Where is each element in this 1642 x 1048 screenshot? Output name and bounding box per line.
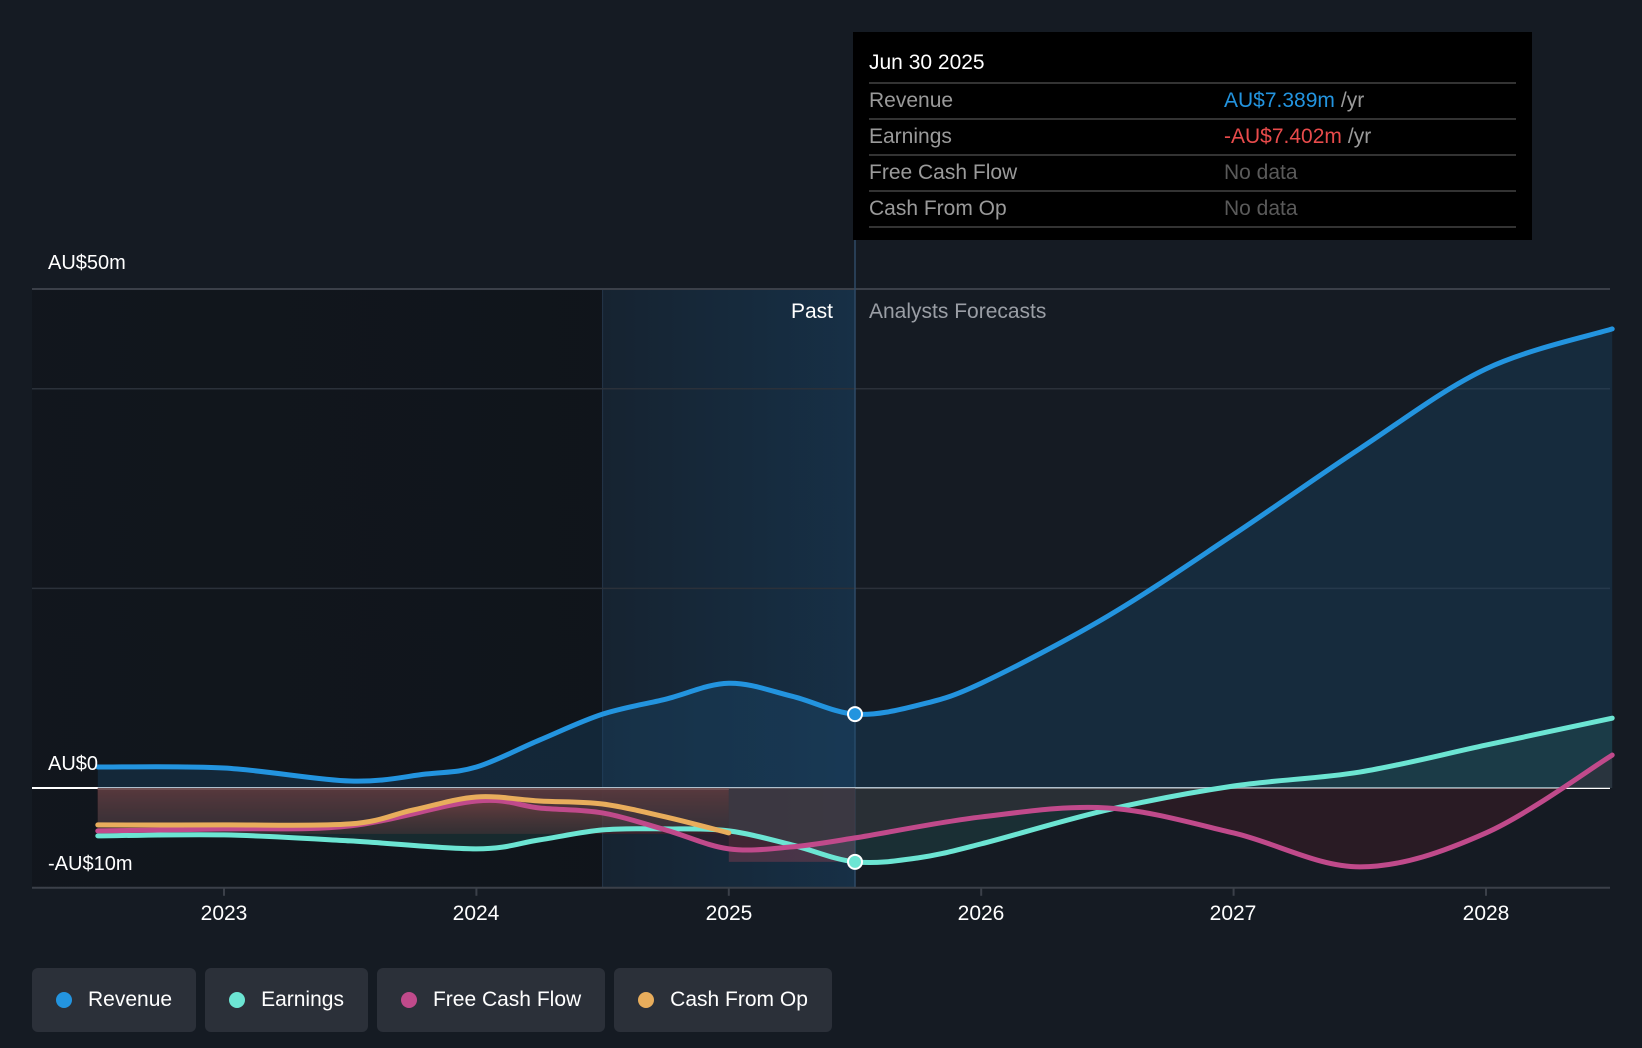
revenue-hover-marker [847,706,863,723]
legend-item-revenue[interactable]: Revenue [32,968,197,1032]
tooltip-row-earnings: Earnings -AU$7.402m /yr [869,120,1516,156]
x-tick-label-2028: 2028 [1462,902,1510,925]
tooltip-label: Earnings [869,125,952,148]
free-cash-flow-dot-icon [400,992,417,1008]
series-lines [95,326,1615,870]
earnings-line [95,715,1615,866]
earnings-dot-icon [229,992,246,1008]
legend-item-cash-from-op[interactable]: Cash From Op [614,968,832,1032]
tooltip-row-cash-from-op: Cash From Op No data [869,192,1516,228]
earnings-hover-marker [847,853,863,870]
x-tick-label-2023: 2023 [200,902,248,925]
tooltip-row-revenue: Revenue AU$7.389m /yr [869,84,1516,120]
revenue-dot-icon [56,992,72,1008]
tooltip-unit: /yr [1347,125,1372,148]
x-tick-label-2026: 2026 [957,902,1005,925]
chart-legend: Revenue Earnings Free Cash Flow Cash Fro… [32,968,832,1032]
hover-markers [847,706,863,870]
past-label: Past [791,300,834,323]
tooltip-value: -AU$7.402m [1224,125,1342,148]
legend-item-earnings[interactable]: Earnings [205,968,368,1032]
x-tick-label-2027: 2027 [1209,902,1257,925]
legend-label: Revenue [88,988,173,1011]
forecast-label: Analysts Forecasts [869,300,1047,323]
tooltip-value: No data [1224,161,1298,184]
hover-tooltip: Jun 30 2025 Revenue AU$7.389m /yr Earnin… [853,32,1532,240]
tooltip-label: Revenue [869,89,954,112]
x-axis [32,886,1610,896]
tooltip-label: Cash From Op [869,197,1007,220]
revenue-line [95,326,1615,784]
tooltip-unit: /yr [1340,89,1365,112]
tooltip-date: Jun 30 2025 [869,46,1516,84]
earnings-area [97,718,1613,863]
x-tick-label-2025: 2025 [705,902,753,925]
y-tick-label-0: AU$0 [48,753,99,775]
x-tick-label-2024: 2024 [452,902,500,925]
legend-label: Earnings [261,988,344,1011]
y-tick-label-neg10m: -AU$10m [48,853,133,875]
tooltip-value: No data [1224,197,1298,220]
tooltip-label: Free Cash Flow [869,161,1018,184]
legend-label: Free Cash Flow [432,988,582,1011]
tooltip-row-free-cash-flow: Free Cash Flow No data [869,156,1516,192]
free-cash-flow-area [97,755,1613,867]
cash-from-op-dot-icon [638,992,655,1008]
cash-from-op-line [95,794,732,836]
revenue-area [97,328,1613,788]
y-tick-label-50m: AU$50m [48,252,126,274]
legend-item-free-cash-flow[interactable]: Free Cash Flow [376,968,606,1032]
tooltip-value: AU$7.389m [1224,89,1335,112]
legend-label: Cash From Op [670,988,808,1011]
